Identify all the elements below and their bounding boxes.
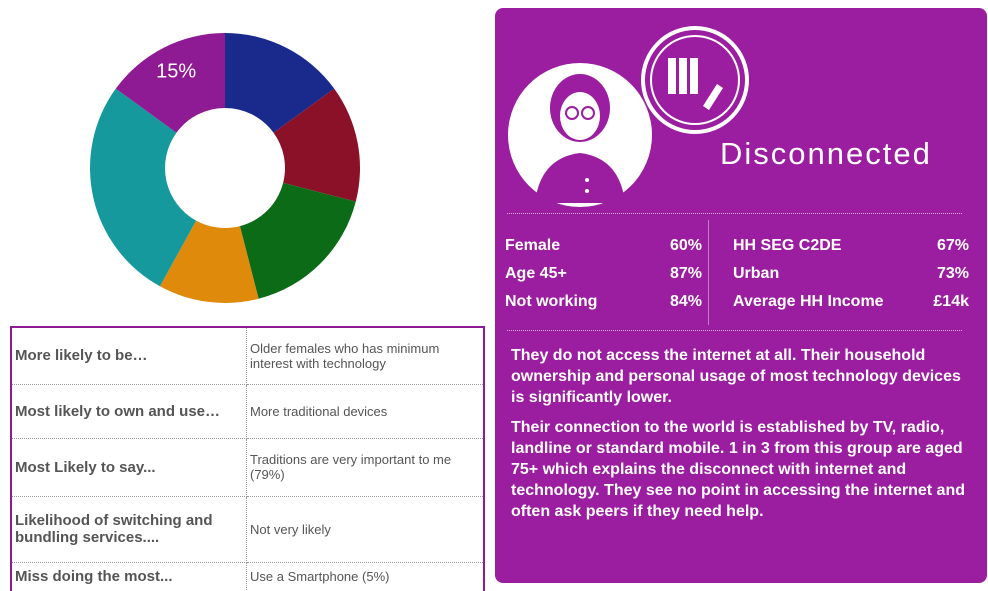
stat-row: Average HH Income £14k: [495, 293, 975, 321]
stat-value: 67%: [936, 237, 969, 254]
donut-segment: [239, 182, 356, 299]
stat-label: HH SEG C2DE: [733, 237, 842, 254]
table-row: Likelihood of switching and bundling ser…: [10, 495, 485, 563]
table-value: Traditions are very important to me (79%…: [246, 437, 485, 497]
data-label: 15%: [156, 60, 196, 82]
stat-value: 73%: [936, 265, 969, 282]
donut-segment: [273, 88, 360, 202]
table-value: Not very likely: [246, 495, 485, 563]
table-row: Miss doing the most... Use a Smartphone (…: [10, 561, 485, 591]
profile-table: More likely to be… Older females who has …: [10, 326, 485, 591]
table-row: Most likely to own and use… More traditio…: [10, 383, 485, 439]
table-key: Most Likely to say...: [10, 437, 247, 497]
persona-title: Disconnected: [720, 136, 932, 171]
table-value: More traditional devices: [246, 383, 485, 439]
donut-segment: [159, 220, 259, 303]
description: They do not access the internet at all. …: [511, 347, 961, 406]
table-key: Most likely to own and use…: [10, 383, 247, 439]
divider: [507, 330, 962, 331]
stat-row: Urban 73%: [495, 265, 975, 293]
stat-row: Age 45+ 87%: [495, 265, 702, 293]
table-key: Miss doing the most...: [10, 561, 247, 591]
table-row: Most Likely to say... Traditions are very…: [10, 437, 485, 497]
table-value: Older females who has minimum interest w…: [246, 326, 485, 385]
stat-label: Not working: [505, 293, 598, 310]
stat-row: Female 60%: [495, 237, 702, 265]
donut-segment: [115, 33, 225, 133]
description: Their connection to the world is establi…: [511, 419, 965, 520]
donut-chart: 15%: [89, 33, 360, 303]
stat-value: £14k: [933, 293, 969, 310]
stat-row: Not working 84%: [495, 293, 702, 321]
stat-label: Female: [505, 237, 561, 254]
stat-label: Average HH Income: [733, 293, 884, 310]
table-key: More likely to be…: [10, 326, 247, 385]
table-key: Likelihood of switching and bundling ser…: [10, 495, 247, 563]
table-row: More likely to be… Older females who has …: [10, 326, 485, 385]
stat-value: 60%: [669, 237, 702, 254]
stat-value: 87%: [669, 265, 702, 282]
stat-value: 84%: [669, 293, 702, 310]
divider: [708, 220, 709, 325]
stat-label: Urban: [733, 265, 780, 282]
stat-label: Age 45+: [505, 265, 567, 282]
table-value: Use a Smartphone (5%): [246, 561, 485, 591]
donut-segment: [89, 88, 197, 287]
stat-row: HH SEG C2DE 67%: [495, 237, 975, 265]
persona-icon: [508, 26, 749, 207]
profile-panel: Disconnected Female 60% Age 45+ 87% Not work…: [495, 8, 987, 583]
divider: [507, 213, 962, 214]
donut-segment: [225, 33, 335, 133]
